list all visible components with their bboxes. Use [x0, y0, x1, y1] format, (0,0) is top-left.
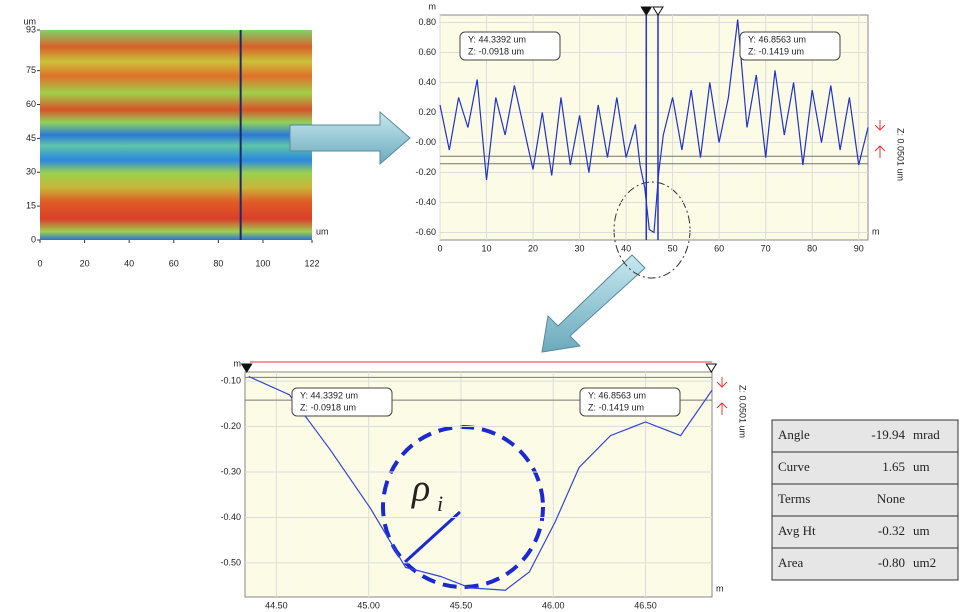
table-cell: um: [913, 459, 930, 474]
x-tick-label: 46.50: [634, 600, 657, 610]
table-cell: Area: [778, 555, 803, 570]
annotation-box: [459, 31, 561, 61]
annotation-box: [291, 387, 393, 417]
x-tick-label: 10: [482, 243, 492, 253]
x-tick-label: 0: [37, 258, 42, 268]
x-axis-label: m: [716, 583, 724, 593]
z-span-label: Z: 0.0501 um: [896, 128, 906, 181]
table-cell: -0.80: [878, 555, 905, 570]
annotation-text: Y: 44.3392 um: [468, 34, 526, 44]
y-axis-label: um: [23, 16, 36, 26]
x-tick-label: 70: [761, 243, 771, 253]
y-tick-label: -0.10: [220, 375, 241, 385]
x-tick-label: 40: [124, 258, 134, 268]
profile-line: [248, 375, 713, 591]
zoom-region: [613, 181, 691, 279]
y-tick-label: -0.00: [415, 137, 436, 147]
annotation-text: Z: -0.0918 um: [300, 402, 356, 412]
cursor-marker: [240, 363, 253, 373]
y-axis-label: m: [234, 358, 242, 368]
y-tick-label: -0.40: [220, 512, 241, 522]
table-cell: mrad: [913, 427, 940, 442]
table-cell: 1.65: [882, 459, 905, 474]
table-cell: Avg Ht: [778, 523, 816, 538]
table-cell: -0.32: [878, 523, 905, 538]
y-tick-label: -0.50: [220, 557, 241, 567]
x-tick-label: 45.50: [450, 600, 473, 610]
x-tick-label: 20: [80, 258, 90, 268]
y-tick-label: 93: [26, 24, 36, 34]
x-tick-label: 100: [255, 258, 270, 268]
y-tick-label: 60: [26, 99, 36, 109]
x-tick-label: 45.00: [357, 600, 380, 610]
annotation-text: Z: -0.0918 um: [468, 46, 524, 56]
y-tick-label: -0.20: [415, 167, 436, 177]
y-tick-label: 0.80: [418, 17, 436, 27]
x-axis-label: um: [316, 226, 329, 236]
annotation-text: Y: 46.8563 um: [748, 34, 806, 44]
table-cell: Curve: [778, 459, 810, 474]
y-tick-label: 75: [26, 65, 36, 75]
arrow: [289, 110, 411, 166]
y-tick-label: 15: [26, 201, 36, 211]
z-arrows: [716, 377, 728, 415]
x-tick-label: 46.00: [542, 600, 565, 610]
cursor-marker: [640, 6, 653, 16]
y-tick-label: -0.20: [220, 421, 241, 431]
table-cell: um2: [913, 555, 936, 570]
x-axis-label: m: [872, 226, 880, 236]
x-tick-label: 50: [668, 243, 678, 253]
y-tick-label: -0.40: [415, 197, 436, 207]
cursor-marker: [652, 6, 664, 16]
table-cell: Angle: [778, 427, 810, 442]
y-tick-label: -0.60: [415, 227, 436, 237]
table-cell: um: [913, 523, 930, 538]
y-tick-label: 30: [26, 167, 36, 177]
table-frame: [771, 419, 959, 581]
x-tick-label: 44.50: [265, 600, 288, 610]
z-span-label: Z: 0.0501 um: [738, 385, 748, 438]
y-tick-label: -0.30: [220, 466, 241, 476]
x-tick-label: 40: [621, 243, 631, 253]
table-cell: None: [877, 491, 905, 506]
results-table: Angle -19.94 mrad Curve 1.65 um Terms None Avg H…: [771, 419, 959, 581]
y-tick-label: 0.40: [418, 77, 436, 87]
x-tick-label: 30: [575, 243, 585, 253]
x-tick-label: 60: [714, 243, 724, 253]
cursor-marker: [705, 363, 718, 373]
x-tick-label: 60: [169, 258, 179, 268]
fit-symbol-sub: i: [437, 491, 443, 516]
heatmap-image: [40, 30, 312, 240]
profile-line: [439, 19, 869, 234]
x-tick-label: 0: [437, 243, 442, 253]
annotation-text: Y: 44.3392 um: [300, 390, 358, 400]
annotation-box: [739, 31, 841, 61]
y-tick-label: 0.60: [418, 47, 436, 57]
table-cell: Terms: [778, 491, 810, 506]
x-tick-label: 20: [528, 243, 538, 253]
arrow: [541, 254, 646, 353]
x-tick-label: 80: [213, 258, 223, 268]
fit-symbol: ρ: [411, 468, 430, 510]
annotation-text: Z: -0.1419 um: [588, 402, 644, 412]
y-tick-label: 45: [26, 133, 36, 143]
y-axis-label: m: [429, 1, 437, 11]
annotation-box: [579, 387, 681, 417]
annotation-text: Y: 46.8563 um: [588, 390, 646, 400]
table-cell: -19.94: [871, 427, 905, 442]
y-tick-label: 0: [31, 234, 36, 244]
z-arrows: [874, 120, 886, 158]
x-tick-label: 122: [304, 258, 319, 268]
annotation-text: Z: -0.1419 um: [748, 46, 804, 56]
y-tick-label: 0.20: [418, 107, 436, 117]
x-tick-label: 90: [854, 243, 864, 253]
radius-line: [403, 510, 462, 564]
x-tick-label: 80: [807, 243, 817, 253]
